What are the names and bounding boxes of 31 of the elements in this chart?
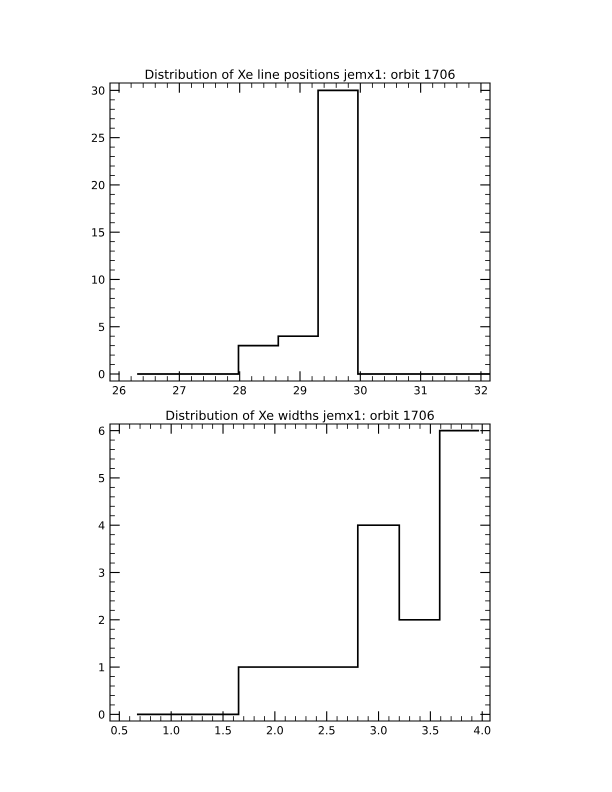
- y-tick-label: 5: [98, 474, 104, 482]
- y-tick-label: 6: [98, 426, 104, 435]
- y-tick-label: 30: [92, 86, 104, 95]
- x-tick-label: 31: [414, 386, 427, 394]
- y-tick-label: 15: [92, 228, 104, 237]
- x-tick-label: 32: [474, 386, 487, 394]
- y-tick-label: 0: [98, 710, 104, 719]
- x-tick-label: 0.5: [111, 726, 128, 734]
- x-tick-label: 29: [294, 386, 306, 394]
- y-tick-label: 5: [98, 322, 104, 332]
- y-tick-label: 1: [99, 663, 104, 672]
- chart-title: Distribution of Xe line positions jemx1: orbit 1706: [146, 69, 455, 82]
- x-tick-label: 1.5: [215, 726, 231, 734]
- y-tick-label: 3: [98, 568, 104, 577]
- x-tick-label: 3.5: [422, 726, 438, 734]
- y-tick-label: 0: [98, 370, 104, 378]
- y-tick-label: 10: [92, 275, 104, 284]
- x-tick-label: 2.0: [266, 726, 283, 734]
- x-tick-label: 4.0: [474, 726, 490, 734]
- y-tick-label: 4: [98, 521, 105, 530]
- y-tick-label: 25: [92, 134, 104, 142]
- chart-title: Distribution of Xe widths jemx1: orbit 1706: [166, 410, 434, 422]
- x-tick-label: 28: [233, 386, 246, 394]
- x-tick-label: 3.0: [370, 726, 387, 734]
- x-tick-label: 2.5: [318, 726, 335, 734]
- y-tick-label: 2: [98, 616, 104, 624]
- x-tick-label: 27: [173, 386, 186, 394]
- x-tick-label: 30: [354, 386, 367, 394]
- x-tick-label: 26: [112, 386, 126, 394]
- y-tick-label: 20: [92, 180, 104, 190]
- x-tick-label: 1.0: [164, 726, 180, 734]
